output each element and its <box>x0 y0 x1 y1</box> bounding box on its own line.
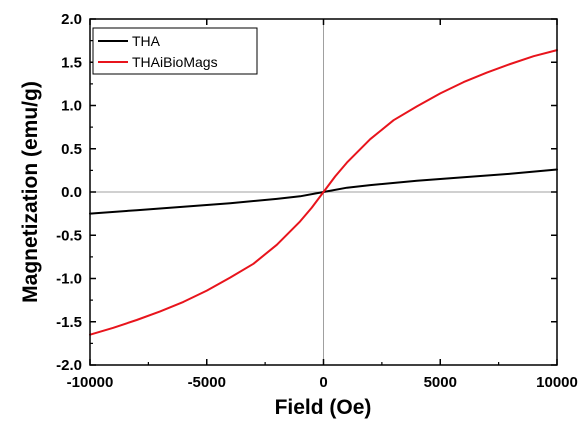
y-tick-label: -2.0 <box>56 357 82 374</box>
y-axis-title: Magnetization (emu/g) <box>19 81 42 303</box>
y-tick-label: 0.0 <box>61 184 82 201</box>
y-tick-label: -0.5 <box>56 227 82 244</box>
series-line-thaibiomags <box>89 49 558 336</box>
series-layer <box>89 49 558 336</box>
y-tick-label: 2.0 <box>61 11 82 28</box>
x-tick-label: 5000 <box>424 374 457 391</box>
x-tick-label: 0 <box>319 374 327 391</box>
x-tick-label: -10000 <box>67 374 114 391</box>
legend-label-thaibiomags: THAiBioMags <box>132 54 218 70</box>
legend-box <box>92 27 258 75</box>
x-tick-label: -5000 <box>188 374 226 391</box>
y-tick-label: -1.0 <box>56 271 82 288</box>
legend-label-tha: THA <box>132 33 161 49</box>
x-tick-label: 10000 <box>536 374 578 391</box>
y-tick-label: 0.5 <box>61 141 82 158</box>
x-axis-title: Field (Oe) <box>275 396 372 419</box>
y-tick-label: 1.0 <box>61 98 82 115</box>
y-tick-label: 1.5 <box>61 54 82 71</box>
y-tick-label: -1.5 <box>56 314 82 331</box>
axes-layer: -10000 -5000 0 5000 10000 2.0 1.5 1.0 0.5 0.0 -0.5… <box>56 11 578 391</box>
legend: THA THAiBioMags <box>92 27 258 75</box>
